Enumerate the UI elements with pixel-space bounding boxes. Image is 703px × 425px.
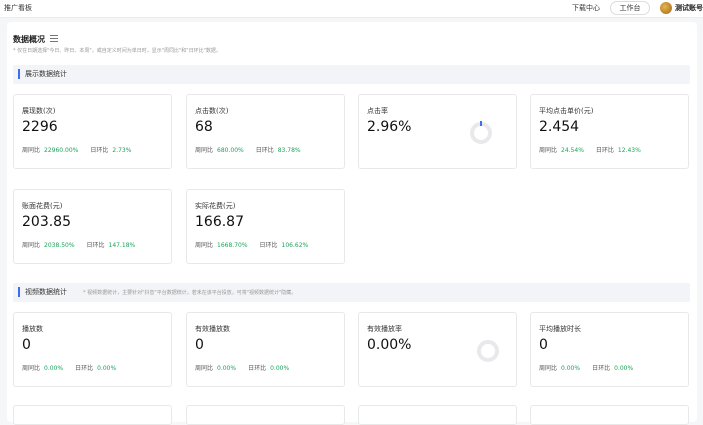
dod-value: 2.73% <box>112 147 132 154</box>
wow-value: 2038.50% <box>44 242 75 249</box>
stat-card-partial <box>186 405 345 425</box>
card-value: 0 <box>539 337 548 353</box>
stat-card-partial <box>358 405 517 425</box>
card-label: 平均播放时长 <box>539 325 581 333</box>
display-section-title: 展示数据统计 <box>25 70 67 78</box>
ctr-ring-chart <box>470 121 492 144</box>
video-section-title: 视频数据统计 <box>25 288 67 296</box>
card-compare: 周同比 1668.70% 日环比 106.62% <box>195 242 309 249</box>
workspace-button[interactable]: 工作台 <box>610 1 650 15</box>
stat-card-avg-play-duration: 平均播放时长 0 周同比 0.00% 日环比 0.00% <box>530 312 689 387</box>
stat-card-partial <box>530 405 689 425</box>
account-name[interactable]: 测试账号 <box>675 4 703 12</box>
card-label: 点击率 <box>367 107 388 115</box>
list-icon[interactable] <box>50 35 58 42</box>
display-section-header: 展示数据统计 <box>13 65 690 84</box>
stat-card-partial <box>13 405 172 425</box>
card-value: 2296 <box>22 119 58 135</box>
card-value: 68 <box>195 119 213 135</box>
section-marker <box>18 69 20 79</box>
card-label: 点击数(次) <box>195 107 229 115</box>
top-bar: 推广看板 下载中心 工作台 测试账号 <box>0 0 703 18</box>
ring-progress <box>480 121 482 126</box>
card-label: 平均点击单价(元) <box>539 107 594 115</box>
stat-card-plays: 播放数 0 周同比 0.00% 日环比 0.00% <box>13 312 172 387</box>
dod-value: 12.43% <box>617 147 641 154</box>
card-value: 203.85 <box>22 214 71 230</box>
dod-value: 0.00% <box>614 365 634 372</box>
card-compare: 周同比 680.00% 日环比 83.78% <box>195 147 301 154</box>
wow-value: 1668.70% <box>217 242 248 249</box>
card-label: 展现数(次) <box>22 107 56 115</box>
wow-value: 0.00% <box>561 365 581 372</box>
card-compare: 周同比 0.00% 日环比 0.00% <box>195 365 290 372</box>
dod-value: 0.00% <box>270 365 290 372</box>
card-value: 2.96% <box>367 119 412 135</box>
wow-value: 24.54% <box>561 147 584 154</box>
card-value: 0 <box>195 337 204 353</box>
card-compare: 周同比 22960.00% 日环比 2.73% <box>22 147 132 154</box>
stat-card-avg-cpc: 平均点击单价(元) 2.454 周同比 24.54% 日环比 12.43% <box>530 94 689 169</box>
card-value: 0.00% <box>367 337 412 353</box>
stat-card-ctr: 点击率 2.96% <box>358 94 517 169</box>
card-label: 账面花费(元) <box>22 202 63 210</box>
download-center-link[interactable]: 下载中心 <box>572 4 600 12</box>
dod-value: 106.62% <box>281 242 309 249</box>
card-label: 实际花费(元) <box>195 202 236 210</box>
stat-card-impressions: 展现数(次) 2296 周同比 22960.00% 日环比 2.73% <box>13 94 172 169</box>
overview-note: * 仅在日期选择"今日、昨日、本周"，或自定义时间为单日时，显示"周同比"和"日… <box>13 48 221 54</box>
page-title: 推广看板 <box>4 4 32 12</box>
card-value: 2.454 <box>539 119 580 135</box>
stat-card-valid-play-rate: 有效播放率 0.00% <box>358 312 517 387</box>
section-marker <box>18 287 20 297</box>
card-compare: 周同比 0.00% 日环比 0.00% <box>539 365 634 372</box>
wow-value: 680.00% <box>217 147 244 154</box>
video-section-header: 视频数据统计 * 视频数据统计，主要针对"抖音"平台数据统计，若未在该平台投放，… <box>13 283 690 302</box>
avatar[interactable] <box>660 2 672 14</box>
card-label: 有效播放数 <box>195 325 230 333</box>
card-label: 有效播放率 <box>367 325 402 333</box>
dod-value: 0.00% <box>97 365 117 372</box>
card-value: 166.87 <box>195 214 244 230</box>
overview-title: 数据概况 <box>13 35 45 44</box>
wow-value: 0.00% <box>44 365 64 372</box>
stat-card-book-cost: 账面花费(元) 203.85 周同比 2038.50% 日环比 147.18% <box>13 189 172 264</box>
card-compare: 周同比 0.00% 日环比 0.00% <box>22 365 117 372</box>
card-compare: 周同比 24.54% 日环比 12.43% <box>539 147 641 154</box>
video-section-note: * 视频数据统计，主要针对"抖音"平台数据统计，若未在该平台投放，可将"视频数据… <box>83 290 297 296</box>
wow-value: 22960.00% <box>44 147 79 154</box>
dod-value: 147.18% <box>108 242 136 249</box>
card-label: 播放数 <box>22 325 43 333</box>
stat-card-valid-plays: 有效播放数 0 周同比 0.00% 日环比 0.00% <box>186 312 345 387</box>
stat-card-actual-cost: 实际花费(元) 166.87 周同比 1668.70% 日环比 106.62% <box>186 189 345 264</box>
dod-value: 83.78% <box>277 147 301 154</box>
wow-value: 0.00% <box>217 365 237 372</box>
play-rate-ring-chart <box>477 340 499 362</box>
card-value: 0 <box>22 337 31 353</box>
main-panel: 数据概况 * 仅在日期选择"今日、昨日、本周"，或自定义时间为单日时，显示"周同… <box>7 22 697 425</box>
stat-card-clicks: 点击数(次) 68 周同比 680.00% 日环比 83.78% <box>186 94 345 169</box>
card-compare: 周同比 2038.50% 日环比 147.18% <box>22 242 136 249</box>
